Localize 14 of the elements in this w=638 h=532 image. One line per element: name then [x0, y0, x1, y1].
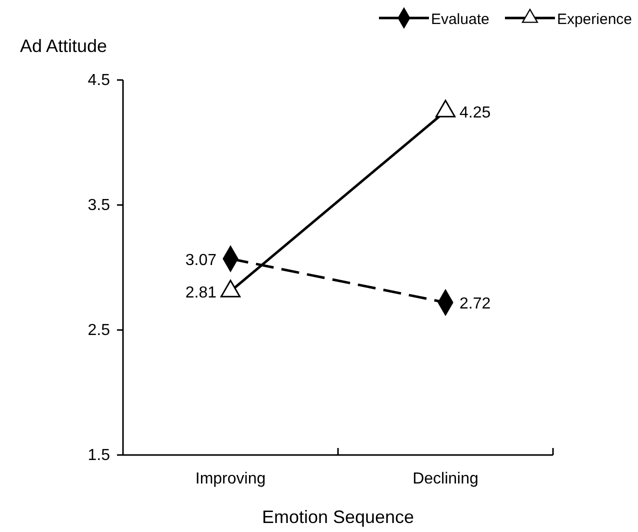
data-label: 2.72 [460, 296, 491, 312]
y-tick-label: 4.5 [88, 72, 110, 90]
legend-label: Evaluate [430, 11, 490, 28]
y-tick-label: 2.5 [88, 322, 110, 340]
data-label: 2.81 [185, 284, 217, 302]
data-label: 3.07 [185, 252, 217, 269]
x-tick-label: Improving [195, 470, 266, 488]
x-axis-title: Emotion Sequence [262, 507, 414, 527]
y-axis-title: Ad Attitude [20, 36, 108, 56]
y-tick-label: 3.5 [88, 197, 110, 214]
legend-label: Experience [556, 11, 632, 28]
data-label: 4.25 [460, 104, 491, 122]
y-tick-label: 1.5 [88, 447, 110, 464]
x-tick-label: Declining [412, 470, 478, 488]
